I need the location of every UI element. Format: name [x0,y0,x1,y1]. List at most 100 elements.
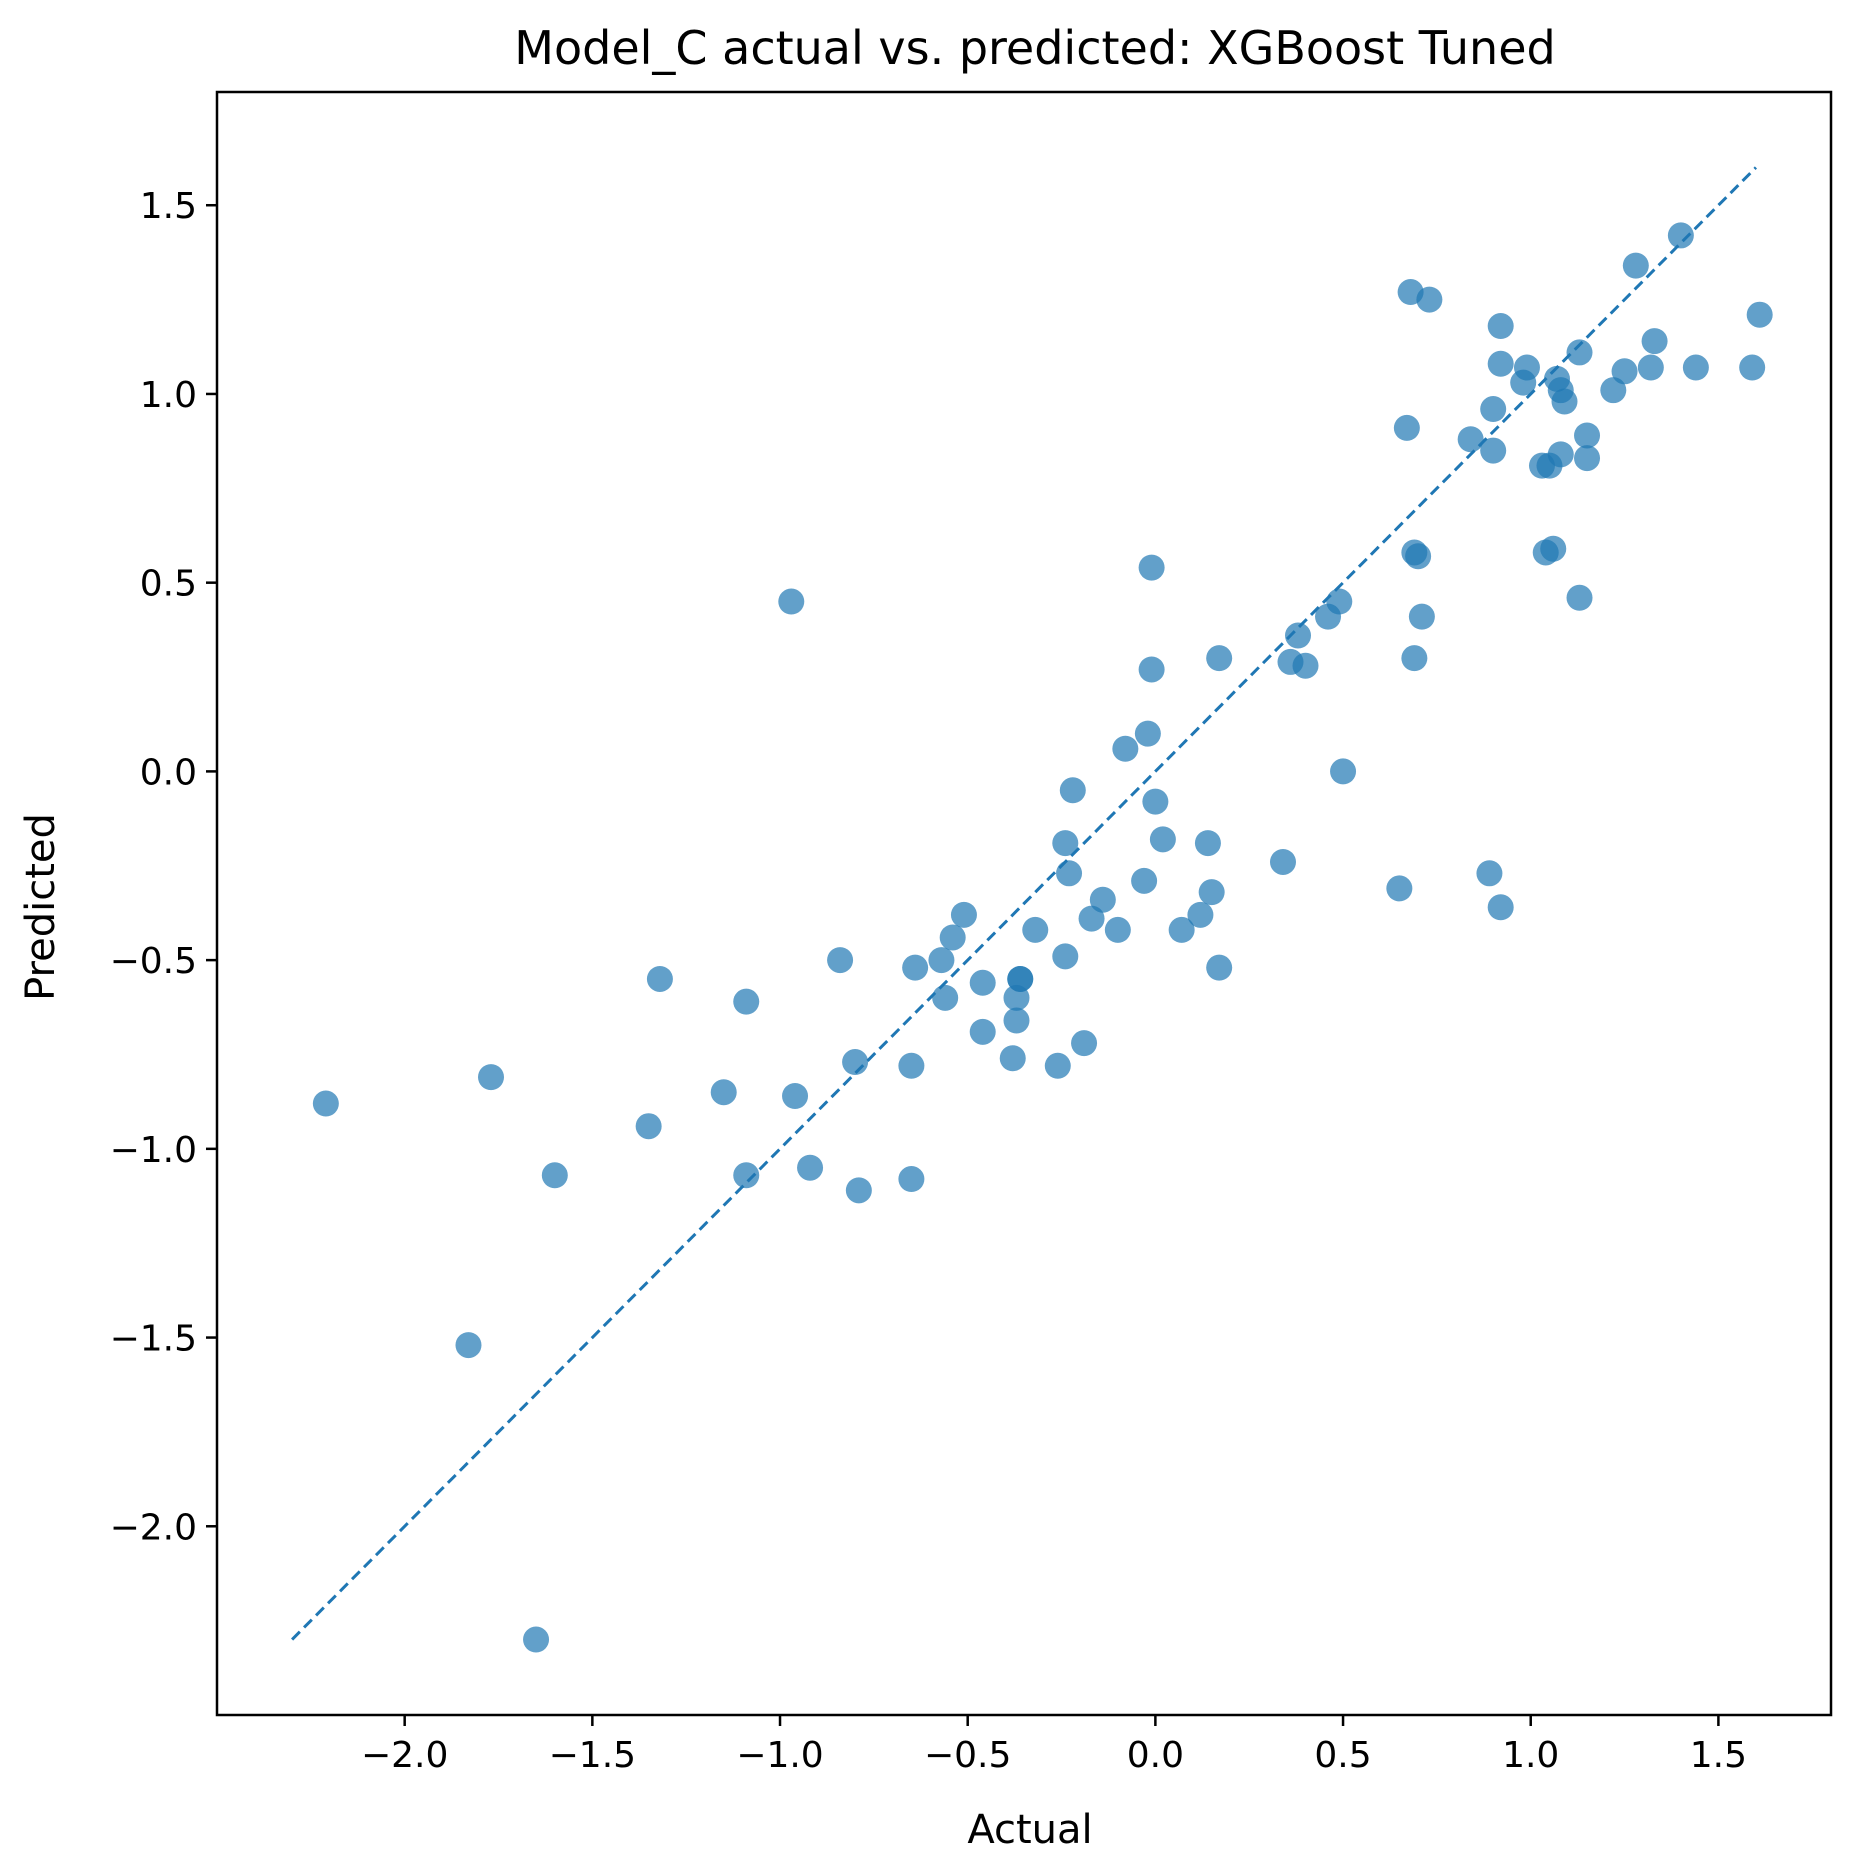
data-point [1138,554,1165,581]
data-point [1739,354,1766,381]
y-tick-label: −2.0 [110,1507,197,1548]
data-point [950,901,977,928]
data-point [733,1162,760,1189]
data-point [842,1049,869,1076]
data-point [646,965,673,992]
data-point [1071,1030,1098,1057]
data-point [1574,422,1601,449]
data-point [1746,301,1773,328]
data-point [1056,860,1083,887]
x-tick-label: 1.0 [1502,1735,1559,1776]
data-point [1408,603,1435,630]
data-point [1007,965,1034,992]
data-point [1513,354,1540,381]
data-point [478,1064,505,1091]
data-point [1138,656,1165,683]
reference-line-group [291,166,1757,1641]
data-point [1574,445,1601,472]
x-tick-label: 0.0 [1127,1735,1184,1776]
data-point [1134,720,1161,747]
data-point [1285,622,1312,649]
data-point [1168,916,1195,943]
data-point [1393,414,1420,441]
data-point [1131,867,1158,894]
data-point [827,947,854,974]
data-point [932,984,959,1011]
x-tick-label: 0.5 [1314,1735,1371,1776]
data-points [312,222,1773,1653]
data-point [1149,826,1176,853]
data-point [1480,396,1507,423]
y-tick-label: −1.0 [110,1130,197,1171]
y-tick-label: −1.5 [110,1319,197,1360]
data-point [1487,350,1514,377]
data-point [1022,916,1049,943]
data-point [1078,905,1105,932]
data-point [1457,426,1484,453]
data-point [523,1626,550,1653]
data-point [845,1177,872,1204]
data-point [969,1018,996,1045]
data-point [1330,758,1357,785]
data-point [1003,1007,1030,1034]
data-point [1326,588,1353,615]
data-point [902,954,929,981]
data-point [939,924,966,951]
x-tick-label: −1.5 [549,1735,636,1776]
data-point [1269,848,1296,875]
data-point [1405,543,1432,570]
data-point [1551,388,1578,415]
data-point [733,988,760,1015]
data-point [1487,313,1514,340]
data-point [1112,735,1139,762]
data-point [1566,584,1593,611]
data-point [782,1082,809,1109]
data-point [1600,377,1627,404]
data-point [455,1332,482,1359]
data-point [898,1166,925,1193]
data-point [1487,894,1514,921]
data-point [710,1079,737,1106]
data-point [999,1045,1026,1072]
data-point [1194,830,1221,857]
data-point [1052,943,1079,970]
data-point [1104,916,1131,943]
x-tick-label: −1.0 [736,1735,823,1776]
data-point [898,1052,925,1079]
data-point [928,947,955,974]
x-tick-label: 1.5 [1690,1735,1747,1776]
data-point [1547,441,1574,468]
data-point [1637,354,1664,381]
y-tick-label: 1.5 [140,186,197,227]
data-point [312,1090,339,1117]
data-point [1206,954,1233,981]
data-point [1044,1052,1071,1079]
data-point [1401,645,1428,672]
data-point [1540,535,1567,562]
data-point [1198,879,1225,906]
data-point [1292,652,1319,679]
chart-title: Model_C actual vs. predicted: XGBoost Tu… [514,21,1555,75]
data-point [635,1113,662,1140]
data-point [1386,875,1413,902]
data-point [1052,830,1079,857]
data-point [1416,286,1443,313]
y-tick-label: −0.5 [110,941,197,982]
data-point [797,1154,824,1181]
data-point [969,969,996,996]
data-point [1480,437,1507,464]
y-tick-label: 1.0 [140,375,197,416]
data-point [1682,354,1709,381]
data-point [1641,328,1668,355]
data-point [1667,222,1694,249]
data-point [1611,358,1638,385]
reference-line [291,166,1757,1641]
data-point [1206,645,1233,672]
data-point [1059,777,1086,804]
x-axis-label: Actual [967,1807,1092,1853]
x-tick-label: −0.5 [924,1735,1011,1776]
data-point [1566,339,1593,366]
data-point [1476,860,1503,887]
data-point [778,588,805,615]
